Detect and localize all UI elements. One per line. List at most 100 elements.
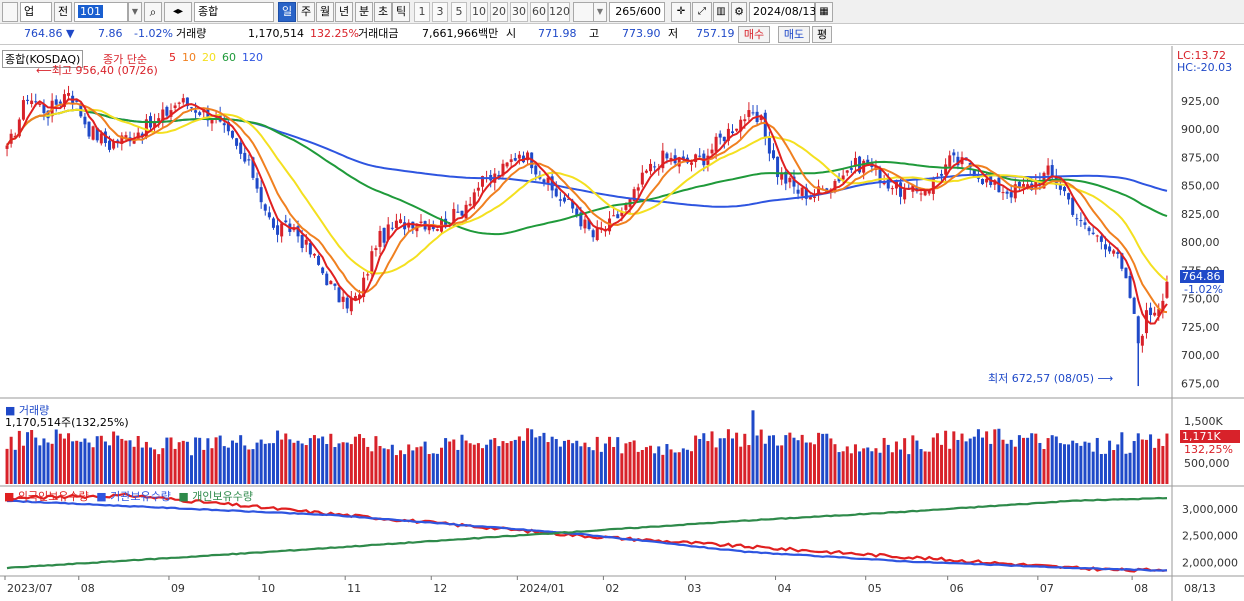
candle-body	[948, 155, 952, 167]
volume-bar	[292, 442, 296, 484]
code-input[interactable]: 101	[74, 2, 128, 22]
volume-bar	[493, 438, 497, 484]
candle-body	[517, 154, 521, 159]
volume-bar	[583, 442, 587, 484]
candle-body	[694, 154, 698, 163]
candle-body	[952, 152, 956, 156]
volume-bar	[218, 435, 222, 484]
indicator-icon[interactable]: ▥	[713, 2, 729, 22]
interval-button-1[interactable]: 1	[414, 2, 430, 22]
volume-bar	[989, 443, 993, 484]
volume-bar	[1062, 444, 1066, 484]
stepper-icon[interactable]: ◂▸	[164, 2, 192, 22]
candle-body	[362, 277, 366, 297]
volume-bar	[1030, 433, 1034, 484]
period-button-5[interactable]: 초	[374, 2, 392, 22]
candle-body	[38, 103, 42, 106]
volume-bar	[763, 443, 767, 484]
candle-body	[612, 215, 616, 217]
volume-bar	[739, 446, 743, 484]
draw-tool-icon[interactable]: ⤢	[692, 2, 712, 22]
volume-bar	[1009, 439, 1013, 484]
volume-bar	[103, 441, 107, 484]
period-button-1[interactable]: 주	[297, 2, 315, 22]
candle-body	[579, 212, 583, 227]
volume-bar	[185, 441, 189, 484]
candle-body	[386, 224, 390, 240]
prev-button[interactable]: 전	[54, 2, 72, 22]
panel-toggle-icon[interactable]	[2, 2, 18, 22]
volume-bar	[882, 437, 886, 484]
candle-body	[841, 175, 845, 180]
volume-bar	[624, 443, 628, 484]
hc-label: HC:-20.03	[1177, 61, 1233, 74]
volume-bar	[251, 449, 255, 484]
calendar-icon[interactable]: ▦	[815, 2, 833, 22]
volume-bar	[509, 441, 513, 484]
candle-body	[103, 131, 107, 143]
interval-button-20[interactable]: 20	[490, 2, 508, 22]
volume-bar	[985, 431, 989, 484]
interval-button-30[interactable]: 30	[510, 2, 528, 22]
candle-body	[95, 127, 99, 141]
volume-bar	[714, 447, 718, 484]
interval-button-5[interactable]: 5	[451, 2, 467, 22]
volume-bar	[944, 430, 948, 484]
candle-body	[411, 221, 415, 229]
buy-button[interactable]: 매수	[738, 26, 770, 43]
candle-body	[34, 101, 38, 103]
eval-button[interactable]: 평	[812, 26, 832, 43]
volume-bar	[821, 433, 825, 484]
search-icon[interactable]: ⌕	[144, 2, 162, 22]
crosshair-icon[interactable]: ✛	[671, 2, 691, 22]
period-button-3[interactable]: 년	[335, 2, 353, 22]
gear-icon[interactable]: ⚙	[731, 2, 747, 22]
volume-bar	[640, 449, 644, 484]
period-button-0[interactable]: 일	[278, 2, 296, 22]
period-button-6[interactable]: 틱	[392, 2, 410, 22]
volume-bar	[214, 437, 218, 484]
volume-bar	[562, 440, 566, 484]
date-field[interactable]: 2024/08/13	[749, 2, 816, 22]
volume-bar	[108, 445, 112, 484]
volume-bar	[386, 449, 390, 484]
candle-body	[468, 203, 472, 206]
interval-button-120[interactable]: 120	[548, 2, 570, 22]
volume-bar	[890, 452, 894, 484]
volume-bar	[1116, 444, 1120, 484]
candle-body	[718, 133, 722, 138]
count-field[interactable]: 265/600	[609, 2, 665, 22]
volume-bar	[735, 432, 739, 484]
candle-body	[714, 136, 718, 152]
volume-bar	[1071, 440, 1075, 484]
sell-button[interactable]: 매도	[778, 26, 810, 43]
candle-body	[83, 116, 87, 125]
candle-body	[251, 157, 255, 178]
volume-bar	[710, 431, 714, 484]
candle-body	[472, 192, 476, 207]
interval-button-60[interactable]: 60	[530, 2, 548, 22]
volume-bar	[538, 436, 542, 484]
volume-bar	[87, 442, 91, 484]
volume-bar	[685, 449, 689, 484]
volume-bar	[329, 433, 333, 484]
candle-body	[792, 176, 796, 187]
interval-button-10[interactable]: 10	[470, 2, 488, 22]
month-tick-label: 07	[1040, 582, 1054, 595]
volume-bar	[997, 428, 1001, 484]
code-dropdown-icon[interactable]: ▼	[128, 2, 142, 22]
candle-body	[222, 123, 226, 126]
volume-bar	[550, 436, 554, 484]
candle-body	[378, 230, 382, 247]
blank-select-dropdown-icon[interactable]: ▼	[593, 2, 607, 22]
candle-body	[460, 210, 464, 216]
period-button-4[interactable]: 분	[355, 2, 373, 22]
volume-bar	[21, 445, 25, 484]
interval-button-3[interactable]: 3	[432, 2, 448, 22]
market-select[interactable]: 업	[20, 2, 52, 22]
volume-bar	[1005, 443, 1009, 484]
month-tick-label: 2024/01	[519, 582, 565, 595]
volume-tick-label: 500,000	[1184, 457, 1230, 470]
price-chart[interactable]: 925,00900,00875,00850,00825,00800,00775,…	[0, 46, 1244, 601]
period-button-2[interactable]: 월	[316, 2, 334, 22]
